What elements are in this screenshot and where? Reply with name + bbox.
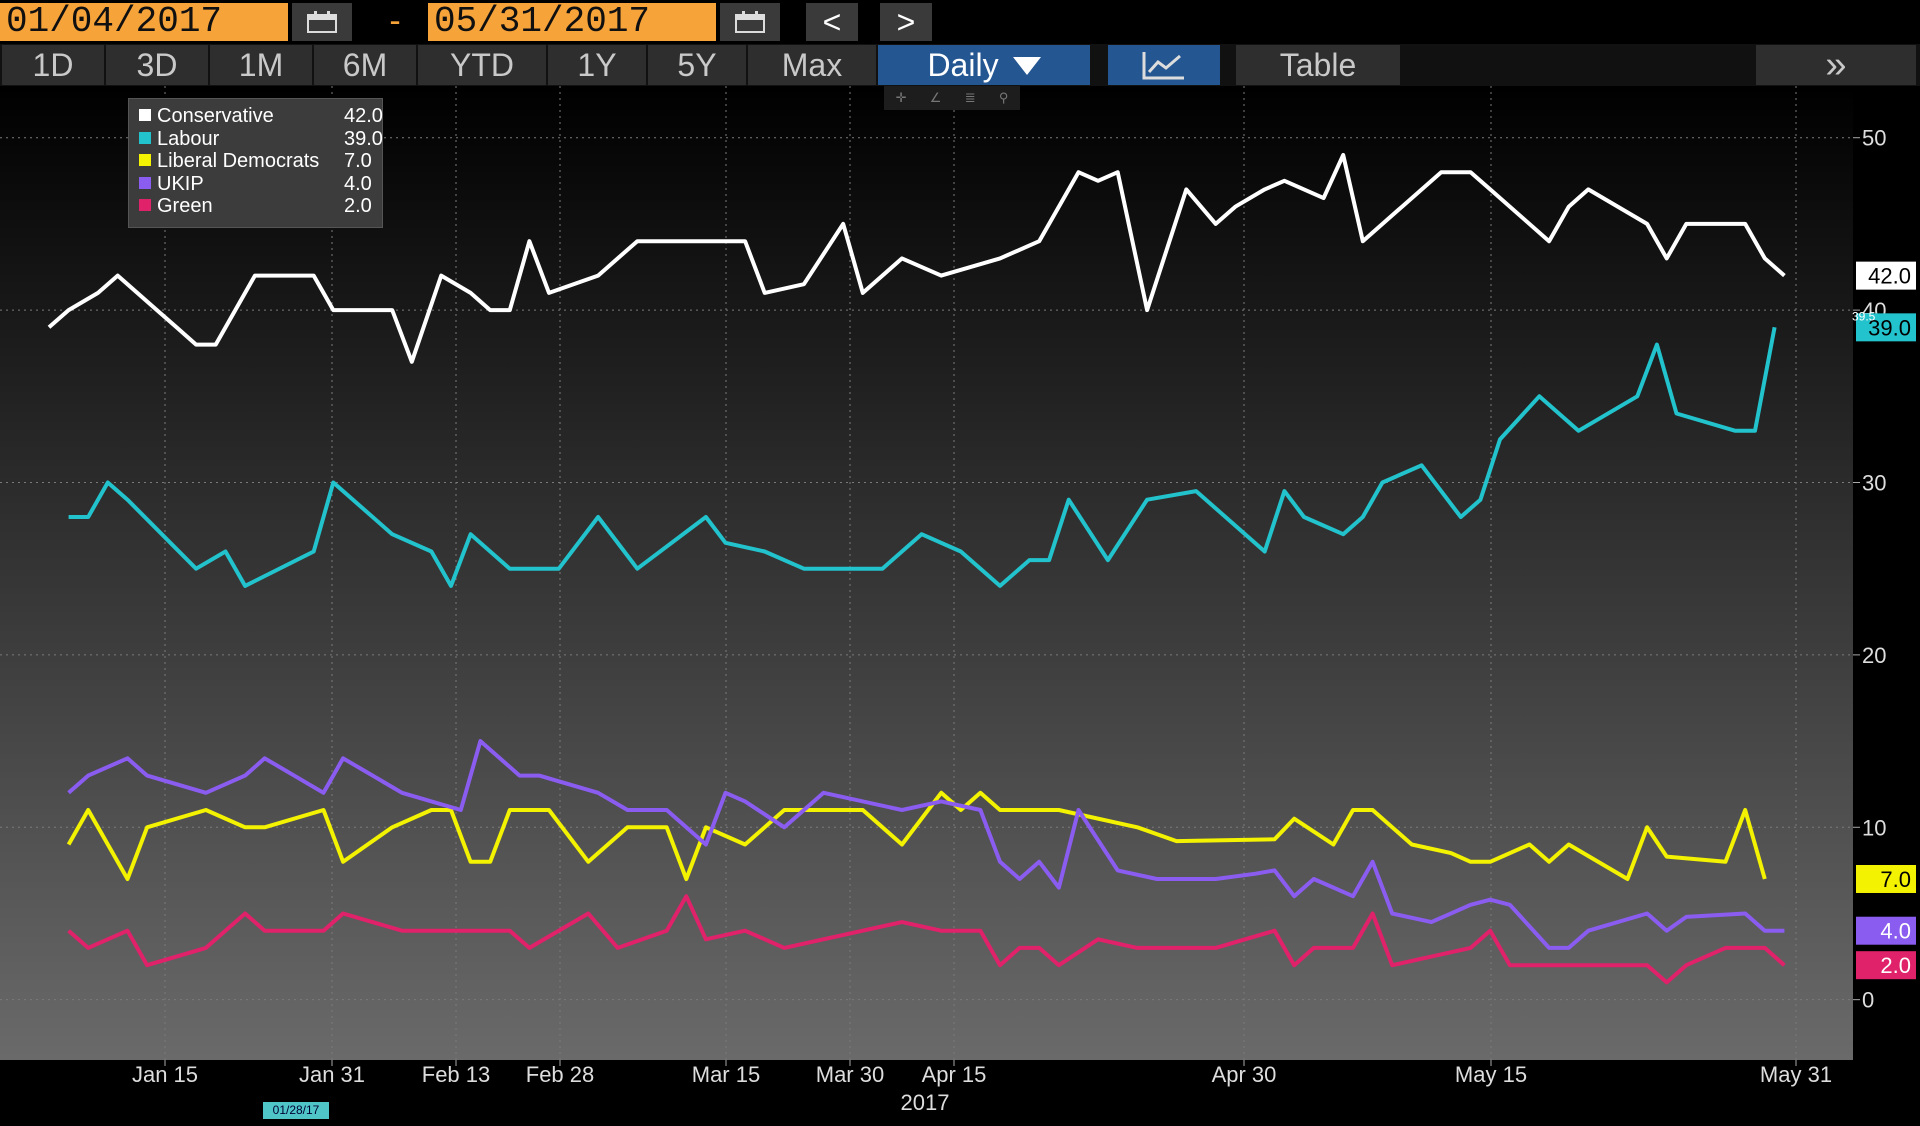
frequency-dropdown[interactable]: Daily	[878, 45, 1090, 85]
y-tick-label: 20	[1862, 643, 1886, 668]
tab-max[interactable]: Max	[748, 45, 876, 85]
last-value-badge	[1856, 261, 1916, 290]
tab-1m[interactable]: 1M	[210, 45, 312, 85]
more-options-button[interactable]: »	[1756, 45, 1916, 85]
y-tick-label: 30	[1862, 470, 1886, 495]
legend-label: Conservative	[157, 105, 274, 127]
x-tick-label: Feb 28	[526, 1062, 595, 1087]
legend-label: Green	[157, 195, 213, 217]
chart-area: 0 10 20 30 40 50 Jan 15 Jan 31 Feb 13 Feb 28 Mar …	[0, 86, 1920, 1121]
x-tick-label: Mar 15	[692, 1062, 760, 1087]
legend-label: Liberal Democrats	[157, 150, 320, 172]
last-value-badge	[1856, 313, 1916, 342]
chart-legend: Conservative 42.0 Labour 39.0 Liberal Demo…	[128, 98, 383, 228]
toolbar: 01/04/2017 - 05/31/2017 < >	[0, 0, 1920, 44]
period-tab-bar: 1D 3D 1M 6M YTD 1Y 5Y Max Daily Table »	[0, 44, 1920, 86]
x-tick-label: Jan 15	[132, 1062, 198, 1087]
last-value-label: 39.0	[1868, 315, 1911, 340]
legend-value: 4.0	[344, 172, 372, 195]
line-chart-view-button[interactable]	[1108, 45, 1220, 85]
tab-1d[interactable]: 1D	[2, 45, 104, 85]
x-axis-year-label: 2017	[901, 1090, 950, 1115]
legend-item: UKIP 4.0	[139, 173, 376, 196]
series-line-labour[interactable]	[68, 326, 1777, 588]
calendar-icon	[307, 11, 337, 33]
last-value-label: 7.0	[1880, 867, 1911, 892]
legend-value: 42.0	[344, 105, 383, 127]
legend-swatch	[139, 131, 151, 144]
hover-value-label: 39.5	[1852, 310, 1876, 324]
last-value-badge	[1856, 916, 1916, 945]
legend-swatch	[139, 199, 151, 212]
legend-item: Liberal Democrats 7.0	[139, 150, 376, 173]
tab-6m[interactable]: 6M	[314, 45, 416, 85]
tab-ytd[interactable]: YTD	[418, 45, 546, 85]
legend-value: 7.0	[344, 150, 372, 172]
last-value-badge	[1856, 864, 1916, 893]
chart-tool-strip: ✛ ∠ ≣ ⚲	[884, 86, 1020, 110]
tab-5y[interactable]: 5Y	[648, 45, 746, 85]
draw-line-icon[interactable]: ∠	[929, 90, 942, 105]
notes-icon[interactable]: ≣	[964, 90, 976, 105]
last-value-label: 42.0	[1868, 264, 1911, 289]
legend-item: Conservative 42.0	[139, 105, 383, 128]
series-line-liberal-democrats[interactable]	[66, 790, 1767, 881]
y-tick-label: 10	[1862, 815, 1886, 840]
series-line-conservative[interactable]	[47, 153, 1786, 364]
start-date-field[interactable]: 01/04/2017	[0, 3, 288, 41]
legend-value: 39.0	[344, 127, 383, 150]
tab-1y[interactable]: 1Y	[548, 45, 646, 85]
x-tick-label: Apr 15	[922, 1062, 987, 1087]
legend-item: Green 2.0	[139, 195, 376, 218]
legend-label: Labour	[157, 127, 220, 150]
last-value-label: 2.0	[1880, 953, 1911, 978]
zoom-icon[interactable]: ⚲	[998, 90, 1009, 105]
series-line-ukip[interactable]	[67, 739, 1785, 950]
line-chart-icon	[1142, 52, 1184, 80]
end-calendar-button[interactable]	[720, 3, 780, 41]
date-separator: -	[389, 2, 401, 40]
x-axis-ticks: Jan 15 Jan 31 Feb 13 Feb 28 Mar 15 Mar 30 Apr …	[132, 1060, 1832, 1087]
frequency-label: Daily	[927, 47, 999, 83]
legend-item: Labour 39.0	[139, 127, 383, 151]
gridlines	[0, 86, 1853, 1060]
legend-swatch	[139, 109, 151, 122]
chevron-down-icon	[1012, 56, 1041, 75]
series-lines	[47, 153, 1786, 985]
x-tick-label: Jan 31	[299, 1062, 365, 1087]
legend-label: UKIP	[157, 172, 204, 195]
y-axis-panel	[1853, 86, 1920, 1060]
series-line-green[interactable]	[67, 894, 1786, 985]
crosshair-icon[interactable]: ✛	[895, 90, 907, 105]
previous-period-button[interactable]: <	[806, 3, 858, 41]
table-view-button[interactable]: Table	[1236, 45, 1400, 85]
x-tick-label: Mar 30	[816, 1062, 884, 1087]
legend-value: 2.0	[344, 195, 372, 217]
x-tick-label: May 15	[1455, 1062, 1527, 1087]
tab-3d[interactable]: 3D	[106, 45, 208, 85]
calendar-icon	[735, 11, 765, 33]
start-calendar-button[interactable]	[292, 3, 352, 41]
legend-swatch	[139, 154, 151, 167]
last-value-badge	[1856, 951, 1916, 980]
cursor-date-flag: 01/28/17	[263, 1102, 329, 1119]
end-date-field[interactable]: 05/31/2017	[428, 3, 716, 41]
last-value-label: 4.0	[1880, 919, 1911, 944]
x-tick-label: May 31	[1760, 1062, 1832, 1087]
last-value-labels: 42.0 39.0 7.0 4.0 2.0 39.5	[1852, 261, 1916, 980]
x-tick-label: Feb 13	[422, 1062, 491, 1087]
y-tick-label: 50	[1862, 126, 1886, 151]
y-tick-label: 0	[1862, 988, 1874, 1013]
x-tick-label: Apr 30	[1212, 1062, 1277, 1087]
next-period-button[interactable]: >	[880, 3, 932, 41]
plot-background	[0, 86, 1853, 1060]
legend-swatch	[139, 176, 151, 189]
